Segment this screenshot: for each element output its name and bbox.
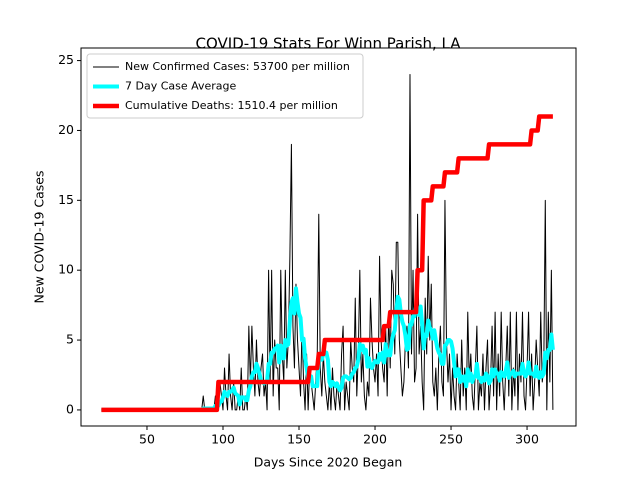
chart-title: COVID-19 Stats For Winn Parish, LA — [196, 35, 462, 53]
legend-label: New Confirmed Cases: 53700 per million — [125, 60, 350, 73]
plot-frame — [80, 47, 577, 427]
legend-label: Cumulative Deaths: 1510.4 per million — [125, 99, 338, 112]
x-axis-label: Days Since 2020 Began — [254, 455, 403, 470]
x-tick-label: 50 — [139, 432, 155, 447]
x-tick-label: 150 — [287, 432, 311, 447]
y-tick-label: 15 — [58, 192, 74, 207]
x-tick-label: 300 — [515, 432, 539, 447]
x-tick-label: 100 — [211, 432, 235, 447]
y-tick-label: 10 — [58, 262, 74, 277]
legend-box — [86, 53, 364, 119]
y-axis-label: New COVID-19 Cases — [32, 171, 47, 304]
y-tick-label: 25 — [58, 52, 74, 67]
x-tick-label: 250 — [439, 432, 463, 447]
legend-label: 7 Day Case Average — [125, 80, 237, 93]
x-tick-label: 200 — [363, 432, 387, 447]
y-tick-label: 20 — [58, 122, 74, 137]
legend: New Confirmed Cases: 53700 per million 7 … — [86, 53, 364, 119]
series-line — [100, 114, 554, 413]
y-tick-label: 5 — [66, 332, 74, 347]
y-tick-label: 0 — [66, 401, 74, 416]
